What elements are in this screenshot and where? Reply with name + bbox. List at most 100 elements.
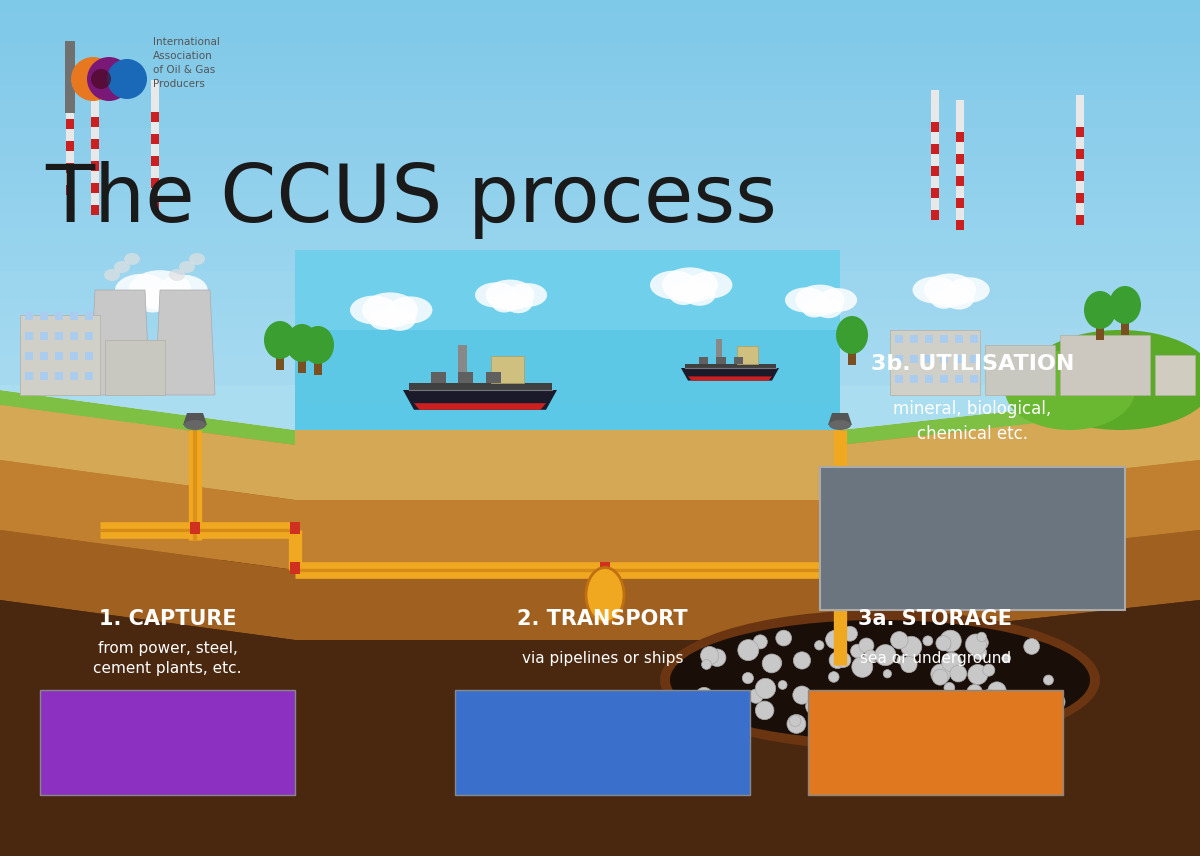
Bar [0,613,1200,627]
Ellipse shape [370,309,398,330]
Bar [190,522,200,534]
Bar [895,335,904,343]
Bar [0,699,1200,713]
Bar [55,372,64,380]
Bar [0,456,1200,470]
Bar [1076,171,1084,181]
Bar [0,770,1200,784]
Circle shape [790,715,800,727]
Polygon shape [840,0,1200,430]
Bar [0,299,1200,313]
Bar [698,357,708,364]
Circle shape [967,664,988,685]
Bar [0,313,1200,328]
Circle shape [766,655,781,671]
Bar [931,144,940,154]
Bar [40,372,48,380]
Polygon shape [295,42,840,57]
Bar [314,357,322,375]
Circle shape [936,636,950,651]
Bar [0,185,1200,199]
Bar [910,335,918,343]
Bar [0,242,1200,256]
Circle shape [940,630,961,651]
Circle shape [826,630,844,649]
Polygon shape [295,14,840,28]
Polygon shape [0,356,295,370]
Bar [684,364,775,368]
Polygon shape [155,290,215,395]
Circle shape [793,651,810,669]
Bar [55,332,64,340]
Bar [290,522,300,534]
FancyBboxPatch shape [820,467,1126,610]
Ellipse shape [944,288,974,310]
Circle shape [983,664,995,676]
Bar [70,332,78,340]
Bar [0,442,1200,456]
Bar [0,684,1200,699]
Bar [0,99,1200,114]
Bar [70,312,78,320]
Polygon shape [840,405,1200,500]
Circle shape [883,669,892,678]
Bar [910,355,918,363]
Text: from power, steel,
cement plants, etc.: from power, steel, cement plants, etc. [94,641,241,676]
Ellipse shape [114,261,130,273]
Polygon shape [0,0,295,14]
Ellipse shape [670,620,1090,740]
Bar [276,352,284,370]
Ellipse shape [388,296,432,324]
Circle shape [762,654,781,673]
Circle shape [946,699,960,714]
Polygon shape [295,271,840,285]
Bar [458,372,473,383]
Ellipse shape [1109,286,1141,324]
Circle shape [896,656,905,664]
Bar [835,522,845,534]
Bar [1076,127,1084,137]
Circle shape [805,698,823,715]
Text: sea or underground: sea or underground [860,651,1012,666]
Polygon shape [295,0,840,430]
Circle shape [708,649,726,667]
Bar [1121,317,1129,335]
Bar [895,355,904,363]
Ellipse shape [362,293,418,328]
Circle shape [906,691,914,699]
Ellipse shape [1006,350,1135,430]
Polygon shape [840,600,1200,856]
Polygon shape [295,500,840,570]
Polygon shape [0,390,1200,430]
Bar [85,332,94,340]
Bar [151,156,158,166]
Bar [0,499,1200,513]
Text: International
Association
of Oil & Gas
Producers: International Association of Oil & Gas P… [154,37,220,89]
Polygon shape [0,271,295,285]
Bar [91,139,98,149]
Circle shape [696,687,713,704]
Polygon shape [840,42,1200,57]
Polygon shape [295,199,840,214]
Bar [0,142,1200,156]
Ellipse shape [785,288,827,312]
Polygon shape [295,0,840,14]
Circle shape [972,645,986,660]
Ellipse shape [124,253,140,265]
Circle shape [890,632,908,649]
Bar [151,112,158,122]
Polygon shape [0,14,295,28]
Bar [458,345,467,383]
Ellipse shape [796,284,845,315]
Bar [66,97,74,107]
Ellipse shape [179,261,194,273]
Polygon shape [0,185,295,199]
Polygon shape [295,570,840,640]
Bar [931,122,940,132]
Circle shape [901,657,917,673]
Circle shape [107,59,148,99]
Bar [85,312,94,320]
Polygon shape [840,299,1200,313]
Bar [0,642,1200,656]
Bar [956,100,964,230]
